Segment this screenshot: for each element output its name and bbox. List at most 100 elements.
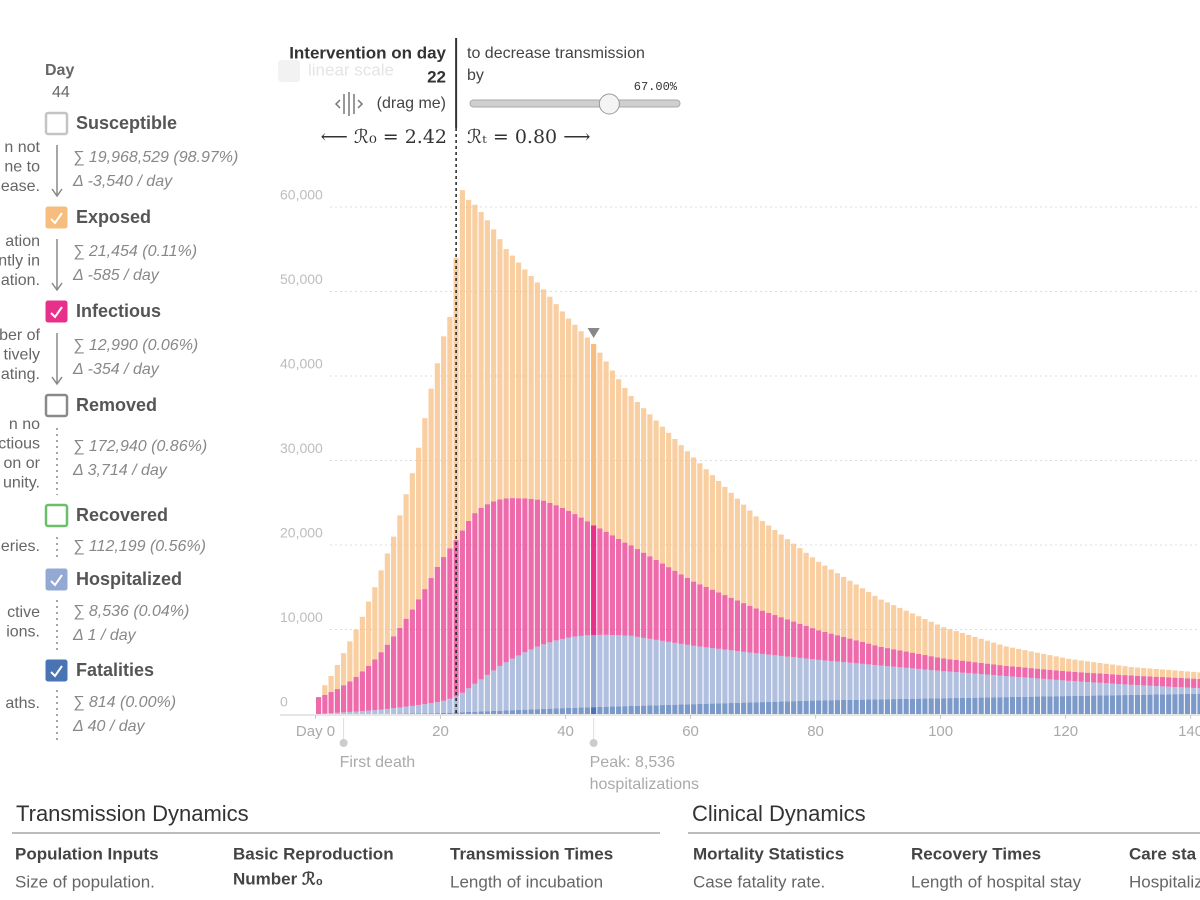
column-head: Recovery Times xyxy=(911,844,1041,863)
compartment-checkbox[interactable] xyxy=(44,111,69,136)
compartment-note: ne to xyxy=(4,159,40,176)
bar-segment xyxy=(1066,671,1072,681)
column-text: Length of hospital stay xyxy=(911,872,1082,891)
bar-segment xyxy=(1041,669,1047,679)
bar-segment xyxy=(434,702,440,714)
compartment-checkbox[interactable] xyxy=(44,393,69,418)
bar-segment xyxy=(884,699,891,714)
bar-segment xyxy=(766,525,772,613)
compartment-checkbox[interactable] xyxy=(45,568,68,591)
bar-segment xyxy=(1003,697,1009,714)
bar-segment xyxy=(684,644,690,705)
compartment-stat: ∑ 814 (0.00%) xyxy=(73,694,176,711)
bar-segment xyxy=(491,229,497,502)
bar-segment xyxy=(359,711,365,714)
bar-segment xyxy=(534,709,540,714)
bar-segment xyxy=(603,634,609,707)
bar-segment xyxy=(822,700,828,714)
bar-segment xyxy=(472,204,478,514)
bar-segment xyxy=(753,516,759,609)
bar-segment xyxy=(803,658,809,701)
bar-segment xyxy=(972,697,978,714)
bar-segment xyxy=(1122,675,1128,685)
bar-segment xyxy=(459,692,465,713)
compartment-checkbox[interactable] xyxy=(44,503,69,528)
bar-segment xyxy=(328,675,334,693)
bar-segment xyxy=(784,701,791,714)
bar-segment xyxy=(1059,696,1066,714)
bar-segment xyxy=(603,361,609,532)
bar-segment xyxy=(991,664,997,676)
bar-segment xyxy=(878,646,884,666)
bar-segment xyxy=(353,629,359,677)
bar-segment xyxy=(441,700,447,713)
slider-track[interactable] xyxy=(469,99,681,108)
bar-segment xyxy=(528,499,534,650)
bar-segment xyxy=(1028,696,1034,714)
bar-segment xyxy=(1184,671,1191,679)
bar-segment xyxy=(809,557,816,629)
bar-segment xyxy=(409,713,415,714)
bar-segment xyxy=(541,289,547,501)
bar-segment xyxy=(341,685,347,713)
bar-segment xyxy=(547,502,553,643)
bar-segment xyxy=(928,670,934,699)
bar-segment xyxy=(522,498,528,653)
bar-segment xyxy=(334,664,340,690)
compartment-name: Removed xyxy=(76,395,157,415)
bar-segment xyxy=(372,710,378,714)
bar-segment xyxy=(609,370,615,536)
bar-segment xyxy=(378,709,384,714)
bar-segment xyxy=(572,636,578,708)
scale-checkbox[interactable] xyxy=(278,60,300,82)
bar-segment xyxy=(828,661,834,701)
bar-segment xyxy=(859,663,866,700)
bar-segment xyxy=(641,637,647,706)
bar-segment xyxy=(997,675,1003,698)
bar-segment xyxy=(947,659,953,672)
bar-segment xyxy=(1028,651,1034,669)
bar-segment xyxy=(672,438,678,571)
section-title: Clinical Dynamics xyxy=(692,801,866,826)
bar-segment xyxy=(1091,662,1097,674)
bar-segment xyxy=(716,592,722,649)
decrease-value: 67.00% xyxy=(634,80,678,94)
annotation-dot xyxy=(589,739,598,747)
bar-segment xyxy=(1097,682,1103,696)
compartment-stat: Δ 1 / day xyxy=(72,627,137,644)
scale-toggle-label[interactable]: linear scale xyxy=(308,60,394,79)
compartment-checkbox[interactable] xyxy=(45,206,68,229)
bar-segment xyxy=(1128,684,1134,695)
drag-icon[interactable] xyxy=(334,92,364,116)
bar-segment xyxy=(453,712,459,714)
bar-segment xyxy=(828,700,834,714)
decrease-label: by xyxy=(467,67,484,84)
bar-segment xyxy=(1147,685,1153,695)
bar-segment xyxy=(972,636,978,663)
bar-segment xyxy=(947,671,953,699)
bar-segment xyxy=(541,708,547,714)
slider-knob[interactable] xyxy=(598,93,620,115)
bar-segment xyxy=(978,662,984,675)
intervention-day[interactable]: 22 xyxy=(427,67,446,86)
x-tick-label: 60 xyxy=(682,723,699,740)
bar-segment xyxy=(347,681,353,712)
bar-segment xyxy=(628,395,634,546)
bar-segment xyxy=(722,595,728,650)
bar-segment xyxy=(759,610,766,654)
bar-segment xyxy=(472,711,478,714)
bar-segment xyxy=(1128,675,1134,685)
bar-segment xyxy=(591,525,597,635)
bar-segment xyxy=(359,671,365,712)
bar-segment xyxy=(347,641,353,682)
compartment-name: Recovered xyxy=(76,505,168,525)
bar-segment xyxy=(566,318,572,511)
bar-segment xyxy=(672,704,678,714)
compartment-checkbox[interactable] xyxy=(45,659,68,682)
bar-segment xyxy=(709,589,715,649)
checkmark xyxy=(50,212,63,225)
bar-segment xyxy=(591,634,597,708)
bar-segment xyxy=(391,708,397,714)
compartment-checkbox[interactable] xyxy=(45,300,68,323)
